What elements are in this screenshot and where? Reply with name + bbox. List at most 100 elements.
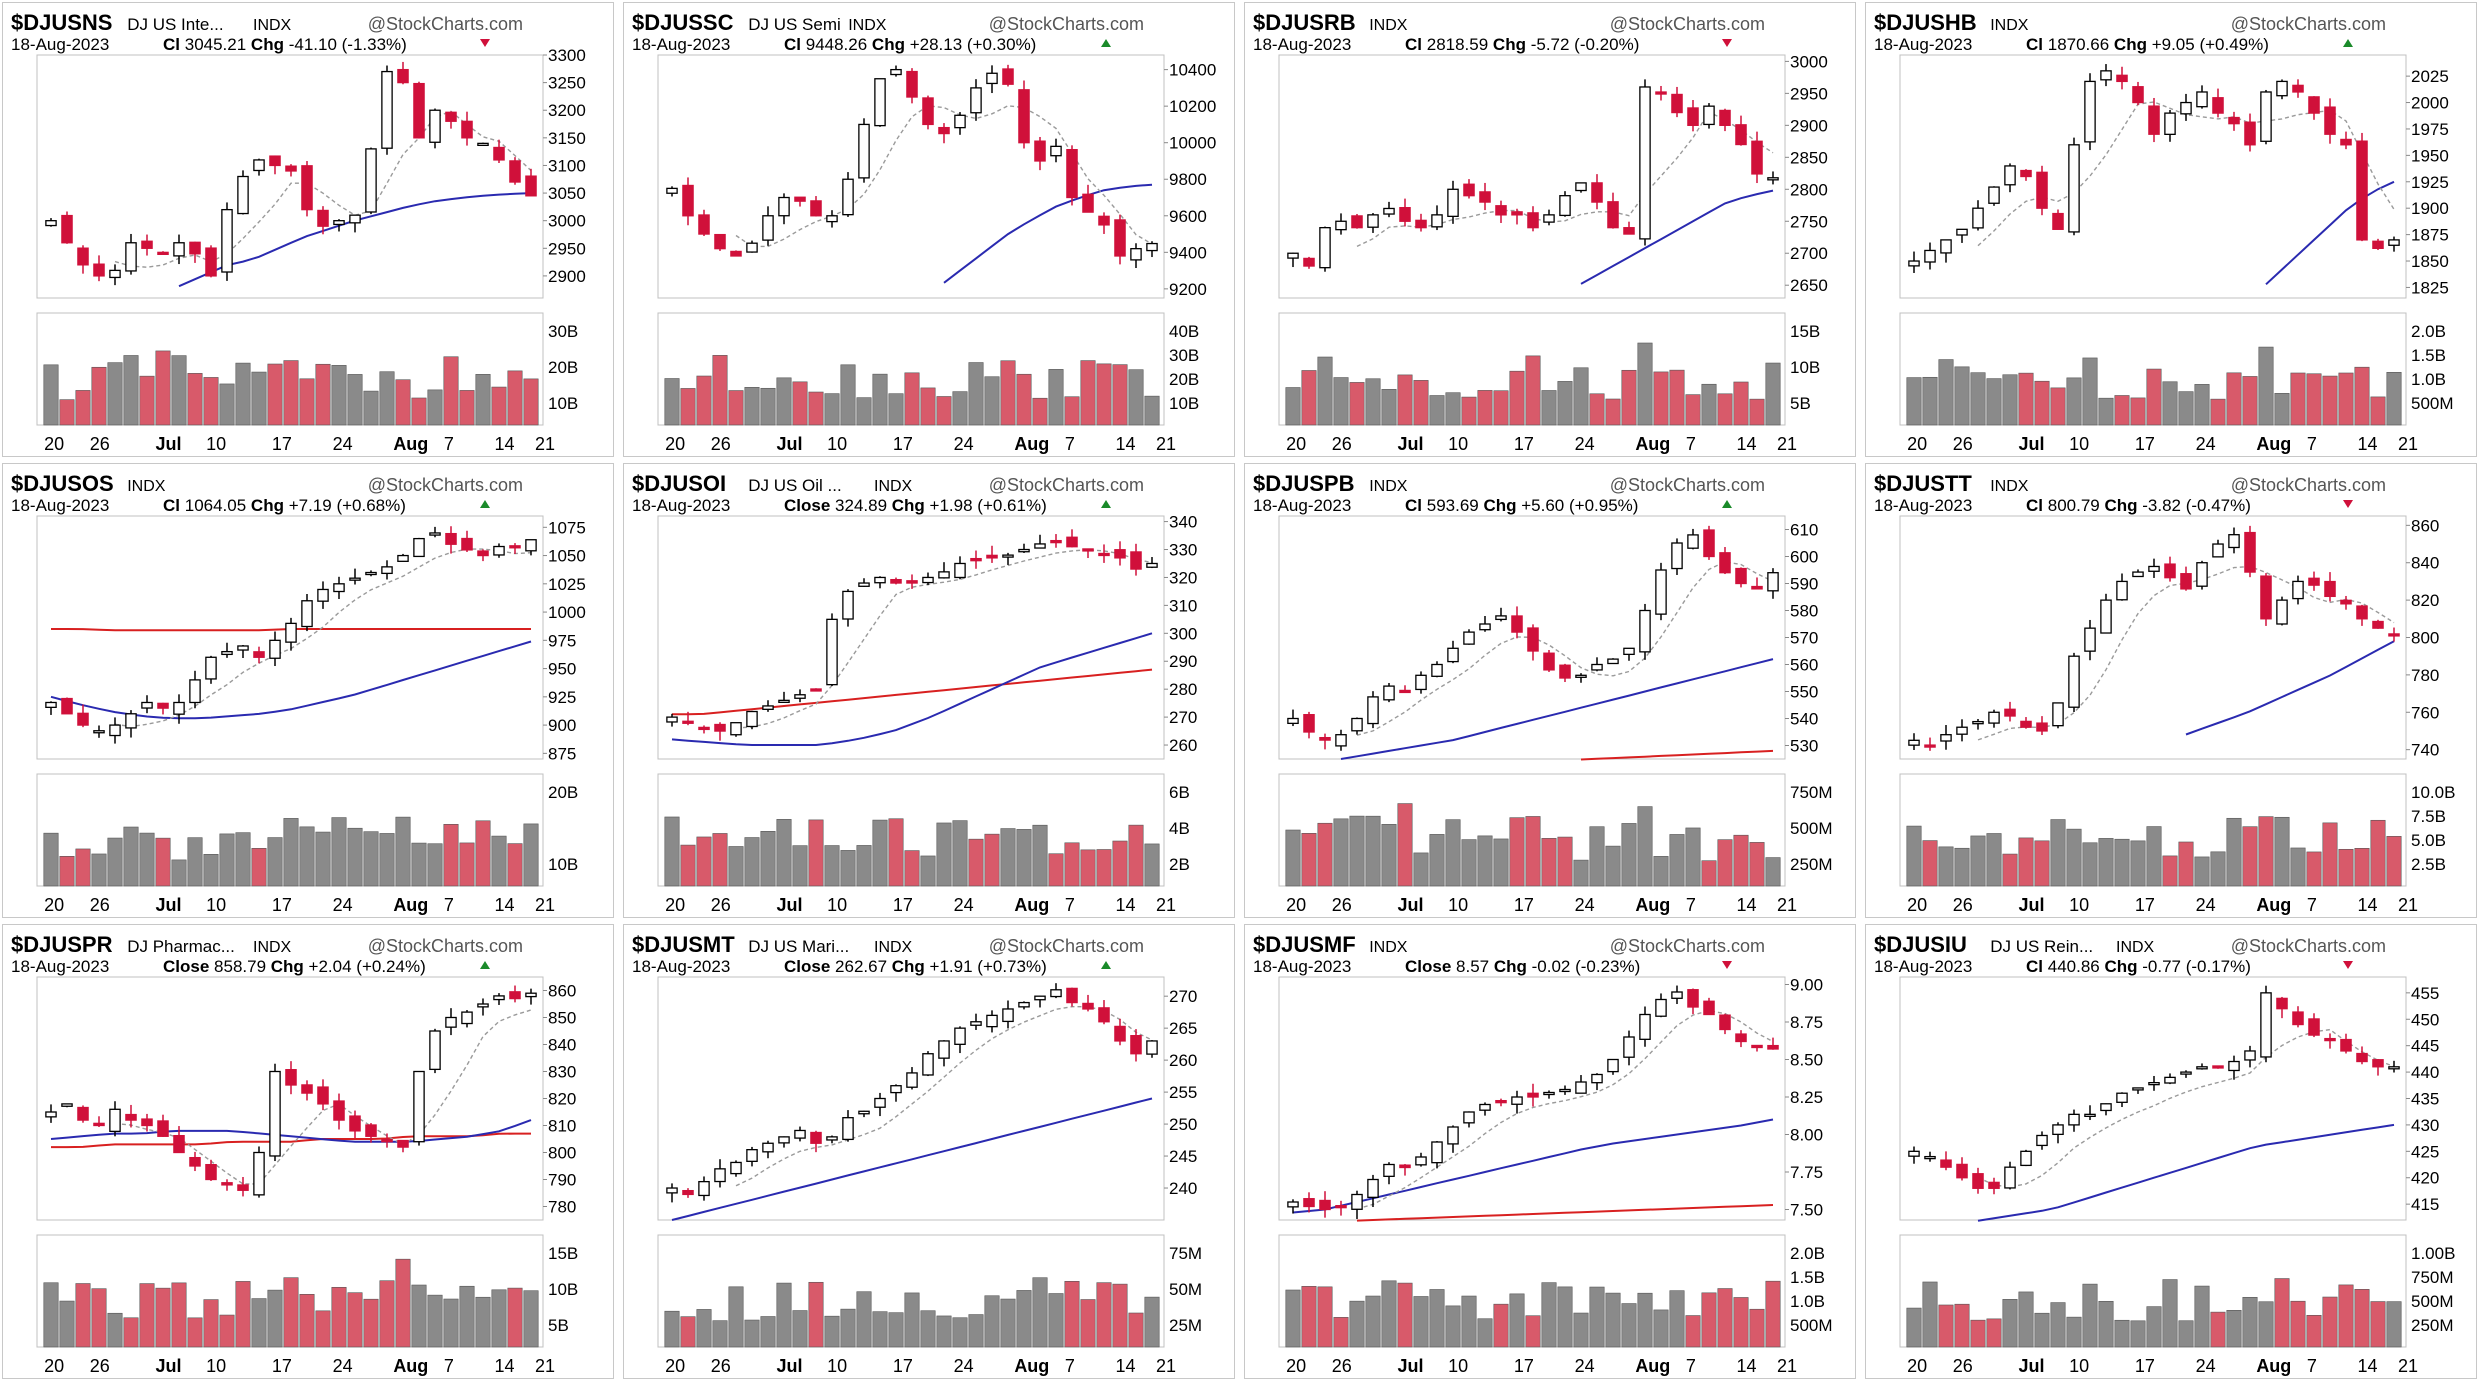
chg-value: +7.19 (+0.68%) <box>289 496 406 515</box>
candle <box>461 120 473 139</box>
candle <box>1703 1000 1715 1016</box>
candle <box>333 583 345 593</box>
volume-bar <box>2354 366 2370 426</box>
y-tick-label: 540 <box>1790 710 1818 729</box>
volume-bar <box>379 1280 395 1348</box>
chart-panel[interactable]: $DJUSHB INDX @StockCharts.com 18-Aug-2023 Cl… <box>1865 2 2477 457</box>
candle <box>445 1016 457 1028</box>
volume-bar <box>2306 373 2322 426</box>
up-arrow-icon <box>1101 39 1111 47</box>
candle <box>1655 998 1667 1017</box>
candle <box>1972 207 1984 229</box>
chart-close: Cl 440.86 Chg -0.77 (-0.17%) <box>2026 957 2251 976</box>
close-label: Close <box>784 957 835 976</box>
date-label: 20 <box>1907 895 1927 915</box>
close-label: Cl <box>1405 496 1427 515</box>
candle <box>1018 1001 1030 1008</box>
candle <box>2324 1037 2336 1042</box>
candle <box>2020 720 2032 728</box>
chart-panel[interactable]: $DJUSOS INDX @StockCharts.com 18-Aug-2023 Cl… <box>2 463 614 918</box>
candle <box>1511 211 1523 216</box>
close-label: Cl <box>2026 496 2048 515</box>
chart-panel[interactable]: $DJUSNS DJ US Inte... INDX @StockCharts.com… <box>2 2 614 457</box>
volume-bar <box>331 365 347 426</box>
date-label: 21 <box>1156 1356 1176 1376</box>
volume-tick-label: 1.0B <box>1790 1292 1825 1311</box>
chart-symbol: $DJUSOS <box>11 471 114 496</box>
volume-bar <box>2242 376 2258 426</box>
candle <box>794 694 806 699</box>
candle <box>461 537 473 551</box>
chart-panel[interactable]: $DJUSTT INDX @StockCharts.com 18-Aug-2023 Cl… <box>1865 463 2477 918</box>
volume-bar <box>1733 381 1749 426</box>
candle <box>1956 726 1968 735</box>
chart-date: 18-Aug-2023 <box>1874 957 1972 976</box>
candle <box>1591 663 1603 671</box>
candle <box>970 557 982 562</box>
chart-panel[interactable]: $DJUSPR DJ Pharmac... INDX @StockCharts.com… <box>2 924 614 1379</box>
candle <box>2212 97 2224 114</box>
candle <box>205 1163 217 1181</box>
volume-bar <box>1621 369 1637 426</box>
volume-bar <box>920 855 936 887</box>
chart-panel[interactable]: $DJUSSC DJ US Semi INDX @StockCharts.com 18-… <box>623 2 1235 457</box>
volume-bar <box>1701 383 1717 426</box>
volume-bar <box>2098 1300 2114 1348</box>
volume-bar <box>475 1296 491 1348</box>
candle <box>858 582 870 587</box>
candle <box>746 1149 758 1162</box>
candle <box>1319 736 1331 741</box>
chg-value: +5.60 (+0.95%) <box>1521 496 1638 515</box>
chart-panel[interactable]: $DJUSOI DJ US Oil ... INDX @StockCharts.com… <box>623 463 1235 918</box>
volume-bar <box>411 842 427 887</box>
chg-value: -5.72 (-0.20%) <box>1531 35 1640 54</box>
volume-bar <box>792 1310 808 1348</box>
candle <box>2020 169 2032 178</box>
chart-panel[interactable]: $DJUSMF INDX @StockCharts.com 18-Aug-2023 Cl… <box>1244 924 1856 1379</box>
candle <box>285 165 297 172</box>
volume-bar <box>1970 372 1986 426</box>
volume-bar <box>171 355 187 426</box>
chart-watermark: @StockCharts.com <box>2231 14 2386 34</box>
candle <box>397 68 409 84</box>
candle <box>698 214 710 235</box>
candle <box>954 562 966 579</box>
volume-bar <box>1733 834 1749 887</box>
date-label: 26 <box>711 434 731 454</box>
chart-panel[interactable]: $DJUSPB INDX @StockCharts.com 18-Aug-2023 Cl… <box>1244 463 1856 918</box>
volume-bar <box>1669 369 1685 426</box>
chart-svg: $DJUSOS INDX @StockCharts.com 18-Aug-2023 Cl… <box>11 471 586 915</box>
chart-watermark: @StockCharts.com <box>368 475 523 495</box>
volume-bar <box>2130 397 2146 426</box>
volume-bar <box>728 1286 744 1348</box>
volume-bar <box>2018 1291 2034 1348</box>
volume-bar <box>1301 833 1317 887</box>
candle <box>269 155 281 167</box>
date-label: 10 <box>2069 1356 2089 1376</box>
candle <box>173 242 185 257</box>
volume-bar <box>2194 384 2210 426</box>
date-label: 7 <box>2307 895 2317 915</box>
chart-exchange: INDX <box>253 939 292 956</box>
candle <box>1034 995 1046 1001</box>
volume-bar <box>2386 372 2402 426</box>
chart-panel[interactable]: $DJUSIU DJ US Rein... INDX @StockCharts.com… <box>1865 924 2477 1379</box>
candle <box>2084 627 2096 652</box>
volume-tick-label: 250M <box>2411 1316 2454 1335</box>
volume-bar <box>904 372 920 426</box>
y-tick-label: 320 <box>1169 568 1197 587</box>
y-tick-label: 9800 <box>1169 170 1207 189</box>
y-tick-label: 2000 <box>2411 94 2449 113</box>
candle <box>1082 193 1094 213</box>
chart-symbol: $DJUSMT <box>632 932 735 957</box>
date-label: 20 <box>1286 895 1306 915</box>
chart-panel[interactable]: $DJUSMT DJ US Mari... INDX @StockCharts.com… <box>623 924 1235 1379</box>
volume-bar <box>808 819 824 887</box>
volume-bar <box>824 393 840 426</box>
volume-bar <box>2290 372 2306 426</box>
chart-panel[interactable]: $DJUSRB INDX @StockCharts.com 18-Aug-2023 Cl… <box>1244 2 1856 457</box>
candle <box>2388 633 2400 637</box>
candle <box>810 200 822 217</box>
candle <box>1607 201 1619 229</box>
